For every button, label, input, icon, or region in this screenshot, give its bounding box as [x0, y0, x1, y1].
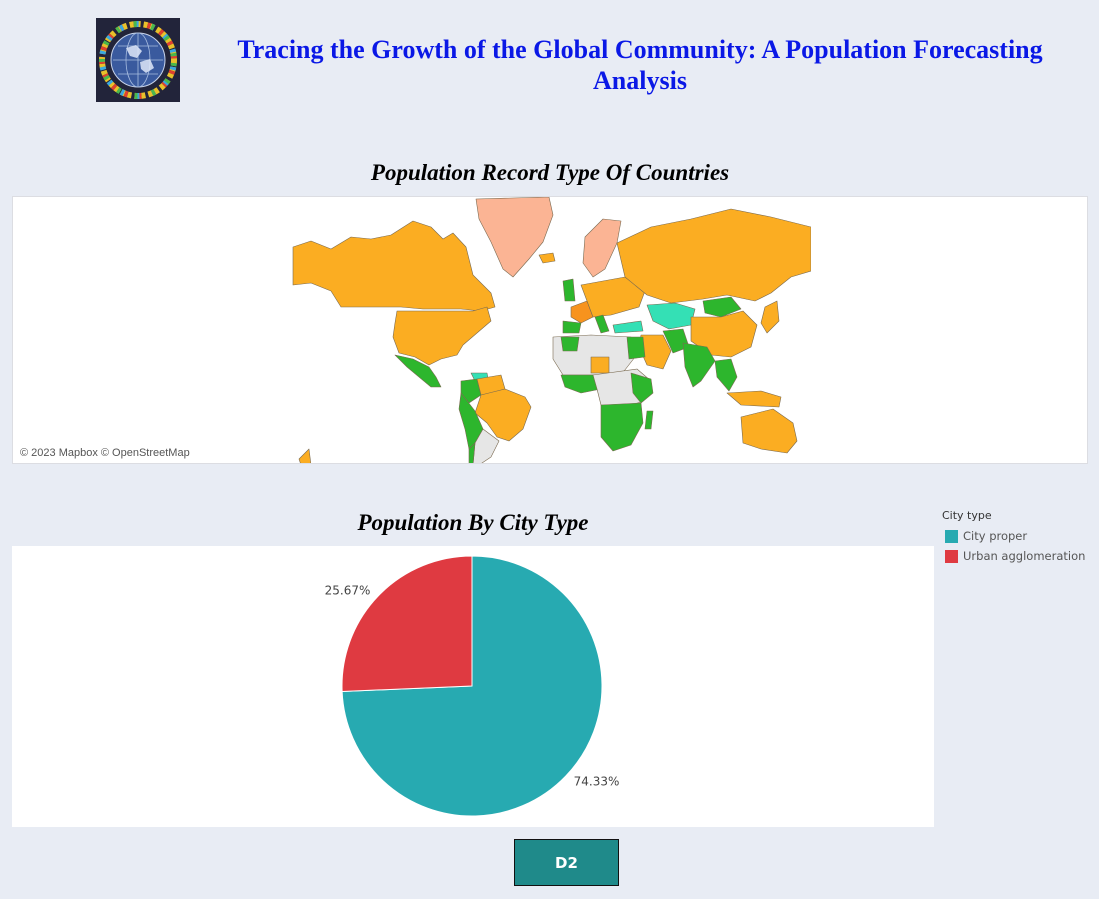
pie-chart-panel: 74.33% 25.67%	[12, 546, 934, 827]
pie-data-label: 25.67%	[325, 583, 371, 597]
map-region-japan	[760, 300, 780, 334]
map-region-canada	[292, 220, 496, 312]
map-region-australia	[740, 408, 798, 454]
map-title: Population Record Type Of Countries	[370, 160, 730, 185]
legend-label: Urban agglomeration	[963, 549, 1086, 563]
people-ring-icon	[99, 21, 177, 99]
map-region-france	[570, 300, 594, 324]
map-region-morocco	[560, 336, 580, 352]
map-region-greenland	[475, 197, 554, 278]
map-region-new-zealand	[298, 448, 312, 463]
legend-swatch	[945, 549, 958, 563]
city-type-legend: City type City proper Urban agglomeration	[942, 509, 1085, 566]
pie-data-label: 74.33%	[574, 775, 620, 789]
page-title: Tracing the Growth of the Global Communi…	[237, 35, 1043, 95]
map-region-southern-africa	[600, 402, 644, 452]
map-region-colombia	[460, 378, 482, 404]
map-region-brazil	[474, 388, 532, 442]
map-region-turkey	[612, 320, 644, 334]
map-region-scandinavia	[582, 218, 622, 278]
map-region-madagascar	[644, 410, 654, 430]
pie-slice-urban-agglomeration[interactable]	[341, 555, 473, 692]
map-region-iceland	[538, 252, 556, 264]
world-map-canvas[interactable]	[291, 197, 811, 464]
map-region-southeast-asia	[714, 358, 738, 392]
map-attribution[interactable]: © 2023 Mapbox © OpenStreetMap	[20, 447, 190, 459]
pie-chart[interactable]: 74.33% 25.67%	[12, 546, 934, 827]
legend-item[interactable]: Urban agglomeration	[942, 546, 1085, 566]
map-region-chile	[468, 442, 476, 463]
map-region-uk	[562, 278, 576, 302]
map-region-kazakhstan	[646, 302, 696, 330]
map-region-west-africa	[560, 374, 602, 394]
map-region-mexico	[394, 354, 442, 388]
map-region-italy	[594, 314, 610, 334]
pie-chart-title: Population By City Type	[357, 510, 589, 535]
map-region-russia	[616, 208, 811, 304]
map-region-spain	[562, 320, 582, 334]
map-region-usa	[392, 306, 492, 366]
world-map[interactable]: © 2023 Mapbox © OpenStreetMap	[12, 196, 1088, 464]
map-region-egypt	[626, 336, 646, 360]
legend-title: City type	[942, 509, 992, 522]
map-region-east-africa	[630, 372, 654, 404]
legend-swatch	[945, 529, 958, 543]
d2-button[interactable]: D2	[514, 839, 619, 886]
legend-label: City proper	[963, 529, 1028, 543]
globe-people-logo	[96, 18, 180, 102]
map-region-sahel	[590, 356, 610, 374]
map-region-indonesia	[726, 390, 782, 408]
map-region-mongolia	[702, 296, 742, 318]
map-region-india	[682, 342, 716, 388]
legend-item[interactable]: City proper	[942, 526, 1085, 546]
